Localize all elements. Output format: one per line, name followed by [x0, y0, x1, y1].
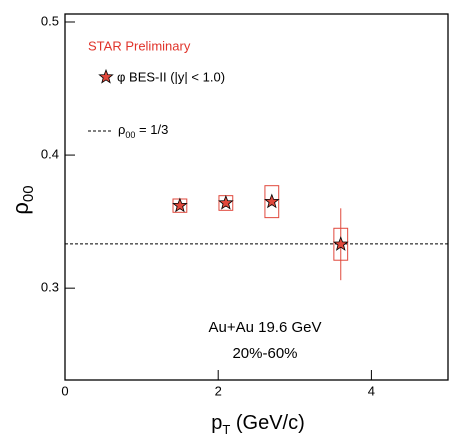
- x-title-part: (GeV/c): [230, 412, 304, 434]
- point: [264, 193, 280, 209]
- y-tick-label: 0.3: [41, 280, 59, 295]
- legend-label: φ BES-II (|y| < 1.0): [117, 69, 225, 84]
- system-label: Au+Au 19.6 GeV: [209, 319, 322, 336]
- x-axis-title: pT (GeV/c): [211, 412, 305, 437]
- experiment-label: STAR Preliminary: [88, 38, 191, 53]
- point: [218, 194, 234, 210]
- ref-label-part: = 1/3: [135, 122, 168, 137]
- legend-marker: [98, 68, 114, 84]
- ref-line-label: ρ00 = 1/3: [118, 122, 168, 140]
- ref-label-part: ρ: [118, 122, 125, 137]
- point: [333, 236, 349, 251]
- y-tick-label: 0.4: [41, 147, 59, 162]
- centrality-label: 20%-60%: [232, 345, 297, 362]
- plot-frame: [64, 13, 449, 381]
- x-tick-label: 0: [61, 383, 68, 398]
- x-tick-label: 4: [368, 383, 375, 398]
- x-title-sub: T: [222, 422, 230, 437]
- x-title-part: p: [211, 412, 222, 434]
- ref-label-sub: 00: [125, 130, 135, 140]
- sys-box: [264, 185, 280, 219]
- y-tick-label: 0.5: [41, 13, 59, 28]
- y-title-part: ρ: [8, 202, 33, 215]
- y-title-sub: 00: [20, 185, 37, 202]
- y-axis-title: ρ00: [8, 185, 37, 214]
- point: [172, 197, 188, 213]
- x-tick-label: 2: [215, 383, 222, 398]
